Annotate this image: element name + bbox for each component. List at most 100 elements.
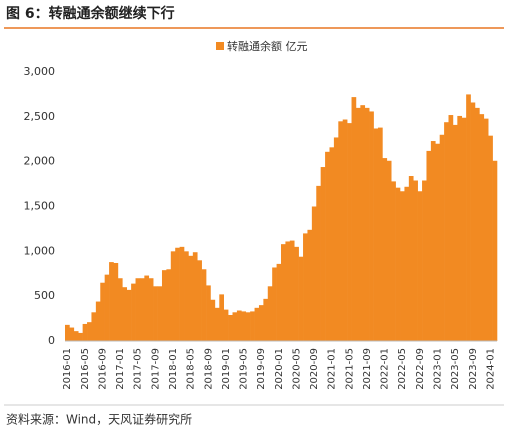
bar	[206, 285, 211, 341]
bar	[483, 118, 489, 341]
bar	[435, 143, 440, 341]
bar	[201, 269, 207, 341]
x-tick-label: 2019-05	[239, 348, 250, 390]
bar	[148, 278, 154, 341]
bar	[184, 251, 189, 341]
bar	[241, 311, 247, 341]
bar	[404, 186, 410, 341]
bar	[391, 181, 396, 341]
bar	[474, 107, 480, 341]
bar	[192, 252, 198, 341]
bar	[232, 312, 238, 341]
bar	[170, 251, 176, 341]
bar	[117, 278, 123, 341]
y-tick-label: 1,000	[24, 244, 56, 257]
bar	[78, 332, 83, 341]
x-tick-label: 2020-01	[274, 348, 285, 390]
bar	[382, 158, 388, 341]
bar	[470, 102, 476, 341]
x-tick-label: 2020-09	[309, 348, 320, 390]
bar	[426, 150, 432, 341]
bar	[439, 134, 445, 341]
bar	[219, 294, 224, 341]
bar	[87, 322, 92, 341]
y-tick-label: 1,500	[24, 200, 56, 213]
bar	[294, 246, 299, 341]
x-tick-label: 2021-01	[327, 348, 338, 390]
bar	[263, 298, 269, 341]
bar	[444, 122, 449, 341]
bar	[461, 117, 467, 341]
bar	[236, 310, 242, 341]
bar	[188, 255, 194, 341]
bar	[311, 206, 317, 341]
bar	[355, 107, 361, 341]
bar	[153, 286, 158, 341]
bar	[377, 127, 383, 342]
bar	[448, 115, 454, 341]
x-tick-label: 2022-01	[380, 348, 391, 390]
bar	[161, 270, 167, 341]
x-tick-label: 2018-05	[186, 348, 197, 390]
bar	[122, 287, 128, 341]
bar	[395, 187, 401, 341]
legend-swatch	[216, 42, 224, 50]
x-tick-label: 2023-01	[432, 348, 443, 390]
bar	[139, 278, 145, 341]
y-tick-label: 2,500	[24, 110, 56, 123]
bar	[69, 327, 75, 341]
bar	[197, 260, 202, 341]
bar	[351, 97, 357, 342]
y-tick-label: 2,000	[24, 155, 56, 168]
bar	[364, 107, 370, 341]
bar	[272, 267, 277, 341]
bar	[285, 241, 291, 341]
x-tick-label: 2021-05	[344, 348, 355, 390]
bar	[157, 286, 163, 341]
bar	[228, 314, 233, 341]
x-tick-label: 2018-09	[203, 348, 214, 390]
x-tick-label: 2023-05	[450, 348, 461, 390]
bar	[320, 167, 326, 341]
bar	[452, 124, 458, 341]
bar	[100, 282, 105, 341]
x-tick-label: 2017-09	[150, 348, 161, 390]
bar	[250, 311, 255, 341]
bar	[254, 307, 260, 341]
bar	[166, 269, 172, 341]
bar	[267, 286, 273, 341]
bar	[179, 246, 185, 341]
bar	[488, 135, 493, 341]
bar	[281, 244, 286, 341]
bar	[214, 307, 220, 341]
bar	[303, 233, 308, 341]
bar	[347, 123, 352, 341]
bar	[144, 275, 150, 341]
bar	[417, 191, 423, 341]
x-tick-label: 2016-01	[62, 348, 73, 390]
x-tick-label: 2022-09	[415, 348, 426, 390]
x-tick-label: 2023-09	[468, 348, 479, 390]
bar	[400, 191, 405, 341]
bar	[466, 94, 471, 342]
bar	[430, 141, 436, 341]
bar	[258, 305, 264, 341]
chart-title: 图 6：转融通余额继续下行	[6, 5, 175, 22]
bar	[386, 160, 392, 341]
bar	[175, 247, 180, 341]
bar	[126, 289, 132, 341]
y-tick-label: 0	[48, 334, 55, 347]
x-tick-label: 2018-01	[168, 348, 179, 390]
bar	[276, 263, 282, 341]
bar	[360, 105, 366, 341]
bar	[95, 301, 101, 341]
bar	[223, 309, 229, 341]
bar	[316, 185, 321, 341]
bar	[65, 324, 70, 341]
bar	[408, 176, 414, 341]
x-tick-label: 2017-05	[133, 348, 144, 390]
bar	[333, 137, 339, 341]
bar	[135, 278, 141, 341]
bar	[131, 283, 136, 341]
source-note: 资料来源：Wind，天风证券研究所	[6, 412, 192, 427]
